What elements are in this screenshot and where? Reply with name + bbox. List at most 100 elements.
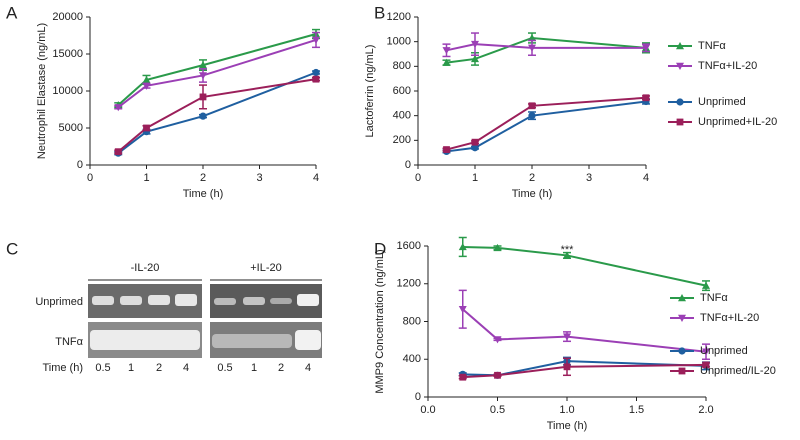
series-line — [446, 100, 647, 153]
legend-label: TNFα — [700, 292, 728, 304]
marker — [528, 44, 536, 52]
marker — [676, 62, 684, 70]
gel-time-label: Time (h) — [42, 362, 83, 374]
x-tick-label: 0.0 — [420, 404, 435, 416]
gel-lane-label: 4 — [305, 362, 311, 374]
panel-label: A — [6, 3, 18, 22]
y-tick-label: 15000 — [52, 48, 83, 60]
series-line — [446, 36, 647, 64]
gel-group: +IL-20 — [250, 262, 282, 274]
marker — [471, 138, 479, 146]
x-axis-label: Time (h) — [512, 188, 553, 200]
panel-label: C — [6, 239, 18, 258]
marker — [442, 58, 451, 66]
marker — [458, 306, 467, 314]
marker — [493, 243, 502, 252]
marker — [676, 118, 684, 126]
x-tick-label: 4 — [643, 172, 649, 184]
marker — [676, 42, 684, 50]
y-tick-label: 20000 — [52, 11, 83, 23]
gel-row: TNFα — [55, 336, 83, 348]
marker — [143, 124, 150, 132]
y-tick-label: 1600 — [397, 240, 421, 252]
marker — [459, 373, 467, 381]
x-tick-label: 0.5 — [490, 404, 505, 416]
panel-label: B — [374, 3, 385, 22]
marker — [199, 112, 207, 120]
x-tick-label: 1 — [143, 172, 149, 184]
legend-label: TNFα — [698, 40, 726, 52]
legend-label: Unprimed+IL-20 — [698, 116, 777, 128]
marker — [114, 104, 123, 112]
x-tick-label: 1 — [472, 172, 478, 184]
legend-label: TNFα+IL-20 — [700, 312, 759, 324]
gel-lane-label: 1 — [251, 362, 257, 374]
x-tick-label: 4 — [313, 172, 319, 184]
gel-lane-label: 2 — [156, 362, 162, 374]
y-tick-label: 0 — [77, 159, 83, 171]
series-line — [462, 308, 707, 353]
marker — [494, 371, 501, 379]
gel-image — [88, 279, 322, 358]
legend-label: TNFα+IL-20 — [698, 60, 757, 72]
marker — [642, 94, 650, 102]
marker — [312, 36, 320, 44]
marker — [458, 242, 467, 251]
marker — [676, 98, 684, 106]
y-tick-label: 0 — [405, 159, 411, 171]
marker — [642, 44, 650, 52]
marker — [678, 367, 686, 375]
x-tick-label: 3 — [256, 172, 262, 184]
marker — [114, 148, 122, 156]
series-line — [117, 71, 317, 154]
marker — [528, 112, 536, 120]
x-tick-label: 1.5 — [629, 404, 644, 416]
marker — [702, 348, 710, 356]
y-tick-label: 400 — [393, 110, 411, 122]
series-line — [446, 43, 646, 52]
x-tick-label: 3 — [586, 172, 592, 184]
series-line — [462, 363, 707, 379]
y-tick-label: 400 — [403, 353, 421, 365]
gel-lane-label: 2 — [278, 362, 284, 374]
x-axis-label: Time (h) — [547, 420, 588, 432]
y-tick-label: 5000 — [59, 122, 83, 134]
y-axis-label: Lactoferrin (ng/mL) — [364, 45, 376, 138]
y-axis-label: Neutrophil Elastase (ng/mL) — [36, 23, 48, 159]
x-tick-label: 0 — [87, 172, 93, 184]
series-line — [117, 33, 317, 106]
marker — [528, 102, 536, 110]
y-tick-label: 0 — [415, 391, 421, 403]
series-line — [462, 245, 707, 287]
marker — [471, 40, 479, 49]
marker — [528, 33, 536, 42]
x-tick-label: 0 — [415, 172, 421, 184]
y-tick-label: 200 — [393, 134, 411, 146]
gel-row: Unprimed — [35, 296, 83, 308]
marker — [678, 314, 686, 322]
x-axis-label: Time (h) — [183, 188, 224, 200]
gel-lane-label: 0.5 — [95, 362, 110, 374]
marker — [199, 61, 207, 69]
marker — [678, 294, 686, 302]
marker — [142, 75, 151, 84]
series-line — [117, 38, 317, 109]
y-tick-label: 600 — [393, 85, 411, 97]
marker — [678, 347, 686, 355]
x-tick-label: 2 — [200, 172, 206, 184]
x-tick-label: 2.0 — [698, 404, 713, 416]
legend-label: Unprimed — [698, 96, 746, 108]
marker — [702, 361, 710, 369]
marker — [471, 144, 479, 152]
y-tick-label: 800 — [393, 60, 411, 72]
marker — [471, 54, 479, 63]
y-axis-label: MMP9 Concentration (ng/mL) — [374, 249, 386, 393]
marker — [493, 336, 502, 344]
gel-lane-label: 1 — [128, 362, 134, 374]
annotation: *** — [561, 244, 575, 256]
y-tick-label: 1200 — [387, 11, 411, 23]
series-line — [446, 96, 647, 151]
marker — [442, 47, 451, 55]
x-tick-label: 2 — [529, 172, 535, 184]
marker — [312, 75, 320, 83]
